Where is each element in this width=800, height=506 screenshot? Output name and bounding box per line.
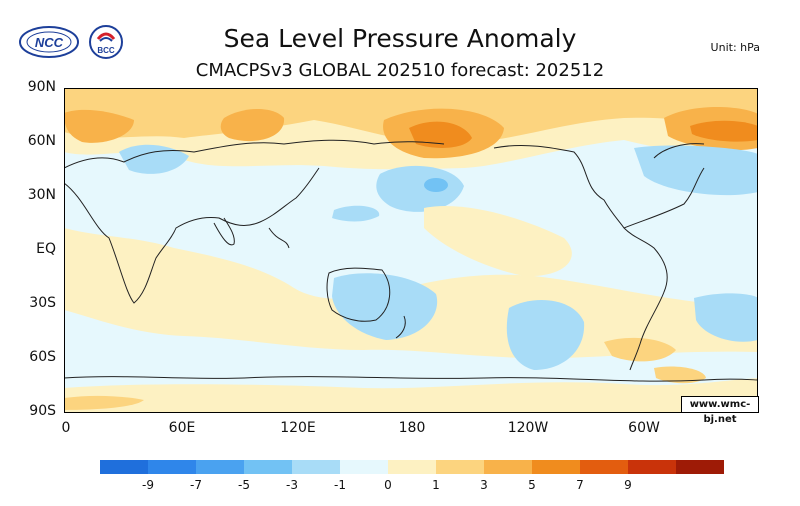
colorbar-label: -1 — [334, 478, 346, 492]
colorbar-label: -9 — [142, 478, 154, 492]
colorbar-segment — [292, 460, 340, 474]
antarctic-positive — [64, 378, 758, 413]
colorbar-label: -3 — [286, 478, 298, 492]
colorbar — [100, 460, 724, 474]
colorbar-label: -5 — [238, 478, 250, 492]
west-pacific-low — [332, 205, 380, 222]
north-pacific-low-core — [424, 178, 448, 192]
lon-label-180: 180 — [398, 420, 426, 436]
north-atlantic-low — [634, 145, 758, 196]
north-pacific-low — [376, 165, 464, 212]
bering-high-core — [409, 121, 472, 148]
colorbar-segment — [580, 460, 628, 474]
europe-asia-high — [220, 109, 285, 142]
chart-title: Sea Level Pressure Anomaly — [223, 24, 577, 53]
colorbar-segment — [676, 460, 724, 474]
lat-label-30n: 30N — [27, 187, 56, 203]
colorbar-segment — [484, 460, 532, 474]
lat-label-60n: 60N — [27, 133, 56, 149]
unit-label: Unit: hPa — [710, 41, 760, 54]
lon-label-120e: 120E — [280, 420, 316, 436]
lat-label-60s: 60S — [29, 349, 56, 365]
bcc-logo-text: BCC — [97, 46, 115, 55]
colorbar-label: 0 — [384, 478, 392, 492]
australia-low — [332, 273, 438, 340]
atlantic-high-west — [64, 109, 134, 143]
colorbar-segment — [388, 460, 436, 474]
lon-label-60e: 60E — [168, 420, 196, 436]
lon-label-0: 0 — [61, 420, 71, 436]
ncc-logo-text: NCC — [35, 35, 64, 50]
drake-passage-high — [604, 337, 676, 362]
chart-subtitle: CMACPSv3 GLOBAL 202510 forecast: 202512 — [195, 60, 605, 81]
lat-label-30s: 30S — [29, 295, 56, 311]
lat-label-90n: 90N — [27, 79, 56, 95]
lon-label-60w: 60W — [628, 420, 660, 436]
colorbar-label: -7 — [190, 478, 202, 492]
watermark: www.wmc-bj.net — [681, 396, 759, 425]
colorbar-segment — [436, 460, 484, 474]
colorbar-segment — [100, 460, 148, 474]
south-pacific-low — [506, 299, 585, 370]
colorbar-label: 7 — [576, 478, 584, 492]
coastlines — [64, 139, 758, 382]
colorbar-segment — [340, 460, 388, 474]
east-antarctic-high — [64, 395, 144, 410]
colorbar-label: 1 — [432, 478, 440, 492]
colorbar-segment — [148, 460, 196, 474]
weddell-high — [654, 366, 706, 384]
colorbar-label: 9 — [624, 478, 632, 492]
colorbar-segment — [244, 460, 292, 474]
map-frame — [64, 88, 758, 413]
colorbar-label: 3 — [480, 478, 488, 492]
colorbar-segment — [196, 460, 244, 474]
anomaly-map — [64, 88, 758, 413]
lon-label-120w: 120W — [507, 420, 549, 436]
south-atlantic-low — [694, 293, 758, 342]
colorbar-segment — [628, 460, 676, 474]
central-pacific-positive — [424, 206, 572, 277]
greenland-high-core — [690, 120, 758, 142]
lat-label-eq: EQ — [36, 241, 56, 257]
colorbar-label: 5 — [528, 478, 536, 492]
mediterranean-low — [119, 144, 189, 174]
lat-label-90s: 90S — [29, 403, 56, 419]
bcc-logo-icon: BCC — [89, 25, 123, 59]
indian-ocean-positive — [153, 262, 190, 299]
colorbar-segment — [532, 460, 580, 474]
ncc-logo-icon: NCC — [19, 26, 79, 58]
